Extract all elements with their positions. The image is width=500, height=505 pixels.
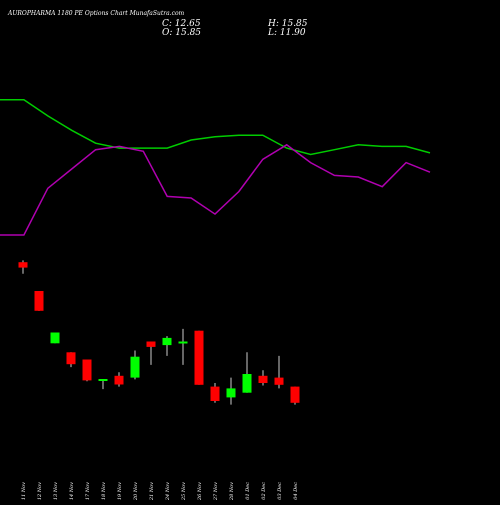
candle-body — [258, 375, 268, 383]
candle — [162, 336, 172, 356]
candle — [242, 352, 252, 393]
x-tick-label: 20 Nov — [133, 482, 139, 500]
candle — [114, 372, 124, 387]
line-series-1 — [0, 99, 431, 156]
x-tick-label: 03 Dec — [277, 482, 283, 500]
candle — [226, 377, 236, 405]
candle — [66, 352, 76, 368]
line-series-2 — [0, 143, 431, 236]
candle — [194, 330, 204, 385]
candle-body — [242, 374, 252, 393]
high-value: H: 15.85 — [268, 19, 308, 29]
x-tick-label: 13 Nov — [53, 482, 59, 500]
lines-layer — [0, 99, 431, 236]
chart-title: AUROPHARMA 1180 PE Options Chart MunafaS… — [8, 10, 185, 17]
candle — [258, 370, 268, 386]
candle-body — [274, 377, 284, 385]
candle — [34, 291, 44, 311]
candle-body — [210, 386, 220, 401]
close-value: C: 12.65 — [162, 19, 201, 29]
x-tick-label: 17 Nov — [85, 482, 91, 500]
candle — [82, 359, 92, 382]
candle — [98, 379, 108, 390]
candle-body — [18, 262, 28, 268]
x-tick-label: 27 Nov — [213, 482, 219, 500]
x-tick-label: 14 Nov — [69, 482, 75, 500]
x-tick-label: 04 Dec — [293, 482, 299, 500]
candles-layer — [18, 260, 300, 405]
candle — [210, 383, 220, 403]
candle-body — [162, 337, 172, 346]
x-tick-label: 28 Nov — [229, 482, 235, 500]
candle-body — [50, 332, 60, 344]
candle-body — [194, 330, 204, 385]
low-value: L: 11.90 — [268, 28, 306, 38]
candle-body — [114, 375, 124, 385]
candle-body — [66, 352, 76, 365]
x-tick-label: 26 Nov — [197, 482, 203, 500]
x-tick-label: 18 Nov — [101, 482, 107, 500]
candle-body — [98, 379, 108, 381]
x-axis-labels: 11 Nov 12 Nov 13 Nov 14 Nov 17 Nov 18 Nov 19 N… — [21, 482, 299, 501]
candle — [290, 386, 300, 405]
candle — [274, 355, 284, 389]
open-value: O: 15.85 — [162, 28, 202, 38]
x-tick-label: 19 Nov — [117, 482, 123, 500]
candle-body — [130, 356, 140, 378]
x-tick-label: 21 Nov — [149, 482, 155, 500]
candle-body — [34, 291, 44, 311]
x-tick-label: 25 Nov — [181, 482, 187, 500]
candle — [18, 260, 28, 274]
candle — [50, 332, 60, 344]
candle-body — [146, 341, 156, 347]
x-tick-label: 24 Nov — [165, 482, 171, 500]
candle-body — [290, 386, 300, 403]
candle-body — [82, 359, 92, 381]
candle — [130, 350, 140, 380]
x-tick-label: 01 Dec — [245, 482, 251, 500]
x-tick-label: 11 Nov — [21, 482, 27, 500]
candle-body — [178, 341, 188, 344]
candle-body — [226, 388, 236, 398]
x-tick-label: 12 Nov — [37, 482, 43, 500]
x-tick-label: 02 Dec — [261, 482, 267, 500]
candle — [146, 341, 156, 365]
candle — [178, 328, 188, 365]
